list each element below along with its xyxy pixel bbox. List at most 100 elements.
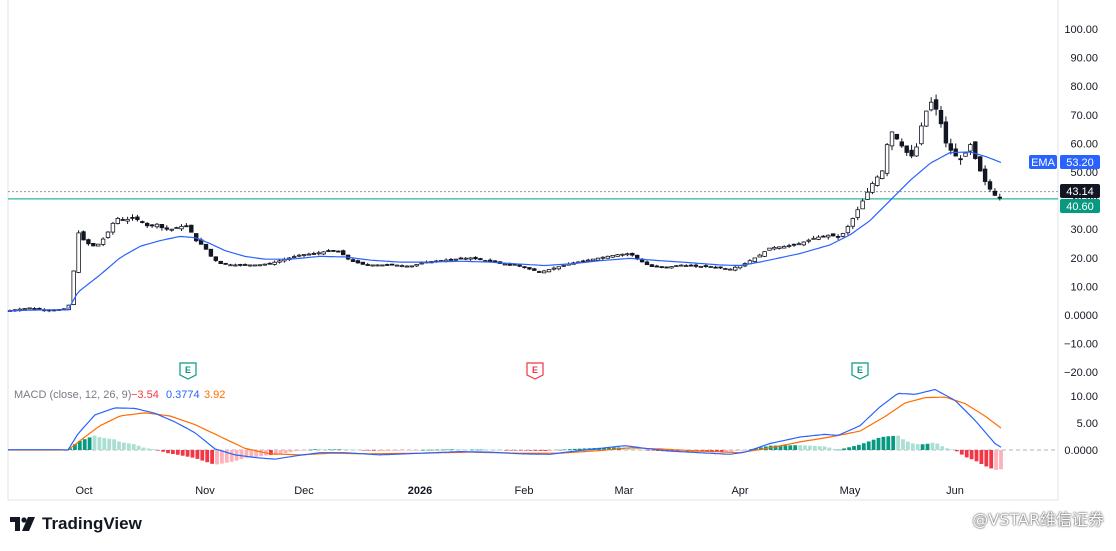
candle[interactable] xyxy=(414,264,419,267)
candle[interactable] xyxy=(899,138,904,148)
candle[interactable] xyxy=(733,265,738,272)
candle[interactable] xyxy=(855,206,860,221)
candle[interactable] xyxy=(649,263,655,267)
candle[interactable] xyxy=(894,133,900,140)
candle[interactable] xyxy=(816,235,821,241)
candle[interactable] xyxy=(610,254,615,258)
candle[interactable] xyxy=(723,267,728,270)
candle[interactable] xyxy=(380,264,385,267)
candle[interactable] xyxy=(630,252,635,257)
candle[interactable] xyxy=(551,266,557,271)
candle[interactable] xyxy=(32,307,37,310)
candle[interactable] xyxy=(679,264,684,267)
candle[interactable] xyxy=(821,235,826,238)
candle[interactable] xyxy=(654,264,659,268)
candle[interactable] xyxy=(326,249,331,252)
candle[interactable] xyxy=(586,258,591,262)
candle[interactable] xyxy=(149,224,155,228)
candle[interactable] xyxy=(767,247,772,251)
price-pane[interactable] xyxy=(7,94,1058,313)
candle[interactable] xyxy=(277,259,282,264)
candle[interactable] xyxy=(272,260,277,266)
candle[interactable] xyxy=(174,226,179,229)
candle[interactable] xyxy=(385,263,390,266)
candle[interactable] xyxy=(91,242,96,247)
candle[interactable] xyxy=(247,264,253,267)
candle[interactable] xyxy=(208,248,214,257)
candle[interactable] xyxy=(757,253,762,258)
candle[interactable] xyxy=(159,224,165,231)
earnings-marker[interactable]: E xyxy=(851,362,869,380)
candle[interactable] xyxy=(282,257,287,263)
candle[interactable] xyxy=(238,263,243,267)
candle[interactable] xyxy=(605,255,610,259)
candle[interactable] xyxy=(409,265,414,268)
candle[interactable] xyxy=(684,264,689,267)
candle[interactable] xyxy=(394,264,400,267)
candle[interactable] xyxy=(179,224,184,232)
candle[interactable] xyxy=(581,259,586,263)
candle[interactable] xyxy=(860,198,865,210)
candle[interactable] xyxy=(291,254,297,259)
macd-line[interactable] xyxy=(8,388,1002,460)
candle[interactable] xyxy=(296,253,302,258)
candle[interactable] xyxy=(140,220,145,224)
candle[interactable] xyxy=(463,257,468,261)
candle[interactable] xyxy=(105,231,111,239)
candle[interactable] xyxy=(389,263,395,266)
candle[interactable] xyxy=(537,270,542,273)
candle[interactable] xyxy=(777,246,782,250)
candle[interactable] xyxy=(948,138,953,155)
candle[interactable] xyxy=(125,216,130,224)
candle[interactable] xyxy=(135,214,140,222)
candle[interactable] xyxy=(355,259,361,264)
candle[interactable] xyxy=(262,263,267,266)
macd-signal-line[interactable] xyxy=(8,396,1002,456)
candle[interactable] xyxy=(987,179,993,193)
candle[interactable] xyxy=(115,216,120,225)
candle[interactable] xyxy=(698,265,704,268)
ema-line[interactable] xyxy=(7,151,1002,312)
candle[interactable] xyxy=(27,307,32,310)
candle[interactable] xyxy=(904,145,909,156)
candle[interactable] xyxy=(831,233,836,237)
candle[interactable] xyxy=(703,264,708,268)
candle[interactable] xyxy=(924,110,929,127)
candle[interactable] xyxy=(718,266,723,269)
candle[interactable] xyxy=(331,250,336,252)
candle[interactable] xyxy=(664,266,669,269)
candle[interactable] xyxy=(728,268,733,271)
candle[interactable] xyxy=(914,143,919,157)
candle[interactable] xyxy=(17,307,22,312)
candle[interactable] xyxy=(100,237,106,247)
candle[interactable] xyxy=(884,143,890,177)
candle[interactable] xyxy=(669,266,674,269)
candle[interactable] xyxy=(782,245,787,249)
candle[interactable] xyxy=(213,256,218,263)
candle[interactable] xyxy=(228,263,233,267)
candle[interactable] xyxy=(242,263,248,266)
candle[interactable] xyxy=(791,243,797,247)
candle[interactable] xyxy=(620,253,625,257)
candle[interactable] xyxy=(796,241,802,246)
candle[interactable] xyxy=(997,193,1002,201)
candle[interactable] xyxy=(840,232,846,238)
candle[interactable] xyxy=(86,238,91,246)
candle[interactable] xyxy=(468,257,473,261)
candle[interactable] xyxy=(600,256,606,261)
candle[interactable] xyxy=(502,263,508,266)
candle[interactable] xyxy=(81,230,86,241)
candle[interactable] xyxy=(693,263,699,268)
candle[interactable] xyxy=(919,122,924,146)
candle[interactable] xyxy=(762,251,767,258)
candle[interactable] xyxy=(453,258,459,261)
candle[interactable] xyxy=(37,307,42,310)
candle[interactable] xyxy=(365,262,370,266)
candle[interactable] xyxy=(978,156,983,172)
earnings-marker[interactable]: E xyxy=(526,362,544,380)
candle[interactable] xyxy=(76,230,81,274)
candle[interactable] xyxy=(992,188,998,197)
candle[interactable] xyxy=(267,262,272,265)
candle[interactable] xyxy=(786,243,792,248)
candle[interactable] xyxy=(752,257,757,264)
